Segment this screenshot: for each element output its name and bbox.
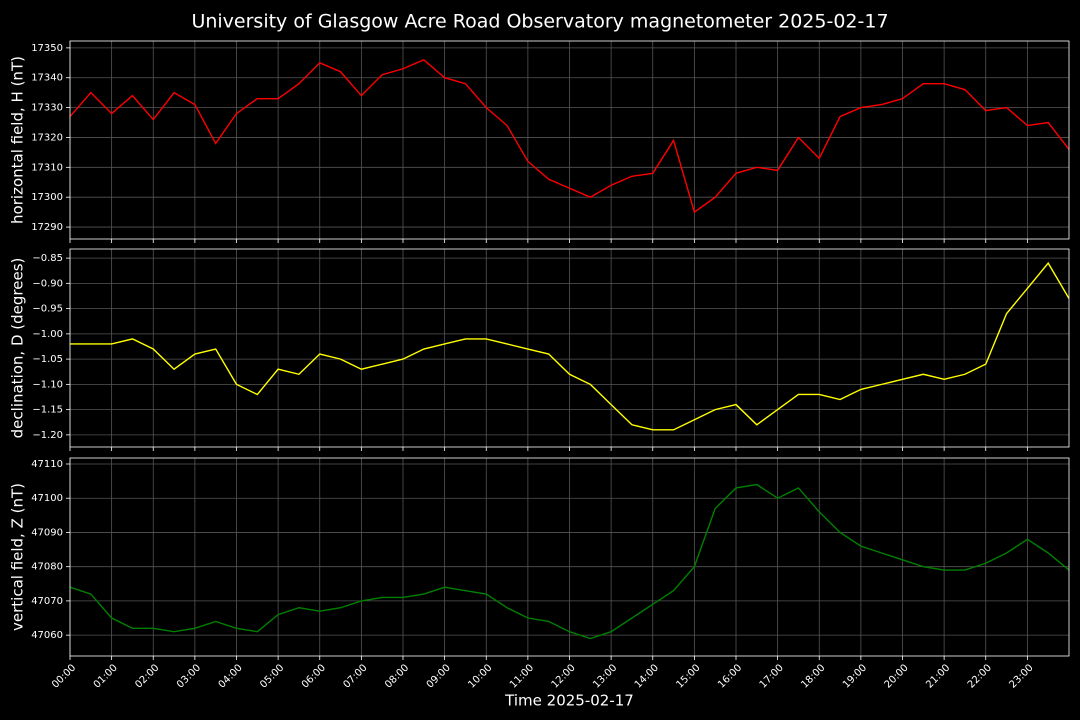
- x-tick-label: 02:00: [133, 662, 161, 690]
- y-tick-label: −0.95: [32, 304, 63, 315]
- x-tick-label: 23:00: [1007, 662, 1035, 690]
- x-tick-label: 01:00: [92, 662, 120, 690]
- x-tick-label: 18:00: [799, 662, 827, 690]
- y-axis-label: horizontal field, H (nT): [9, 56, 27, 224]
- x-tick-label: 03:00: [175, 662, 203, 690]
- y-tick-label: −0.90: [32, 278, 63, 289]
- x-tick-label: 11:00: [508, 662, 536, 690]
- x-tick-label: 00:00: [50, 662, 78, 690]
- data-line: [69, 58, 1070, 214]
- y-tick-label: 47080: [31, 562, 63, 573]
- x-tick-label: 05:00: [258, 662, 286, 690]
- x-tick-label: 21:00: [924, 662, 952, 690]
- y-tick-label: 47060: [31, 630, 63, 641]
- y-tick-label: 17320: [31, 132, 63, 143]
- y-axis-label: vertical field, Z (nT): [9, 483, 27, 631]
- y-tick-label: −1.10: [32, 379, 63, 390]
- x-axis-label: Time 2025-02-17: [504, 692, 634, 710]
- y-tick-label: −1.15: [32, 405, 63, 416]
- x-tick-label: 22:00: [966, 662, 994, 690]
- y-tick-label: 47100: [31, 493, 63, 504]
- x-tick-label: 19:00: [841, 662, 869, 690]
- y-tick-label: −1.05: [32, 354, 63, 365]
- x-tick-label: 09:00: [425, 662, 453, 690]
- x-tick-label: 16:00: [716, 662, 744, 690]
- x-tick-label: 17:00: [758, 662, 786, 690]
- x-tick-label: 10:00: [466, 662, 494, 690]
- x-tick-label: 07:00: [341, 662, 369, 690]
- x-tick-label: 12:00: [550, 662, 578, 690]
- y-tick-label: −1.20: [32, 430, 63, 441]
- x-tick-label: 08:00: [383, 662, 411, 690]
- y-tick-label: 47090: [31, 527, 63, 538]
- plot-frame: [69, 248, 1070, 448]
- x-tick-label: 13:00: [591, 662, 619, 690]
- data-line: [70, 261, 1070, 431]
- data-line: [69, 483, 1070, 640]
- figure-title: University of Glasgow Acre Road Observat…: [191, 11, 888, 33]
- y-axis-label: declination, D (degrees): [9, 258, 27, 439]
- plot-frame: [69, 40, 1070, 240]
- y-tick-label: 17310: [31, 162, 63, 173]
- y-tick-label: 17300: [31, 192, 63, 203]
- y-tick-label: −1.00: [32, 329, 63, 340]
- y-tick-label: 17350: [31, 43, 63, 54]
- x-tick-label: 06:00: [300, 662, 328, 690]
- y-tick-label: 47070: [31, 596, 63, 607]
- x-tick-label: 20:00: [883, 662, 911, 690]
- x-tick-label: 15:00: [674, 662, 702, 690]
- x-tick-label: 04:00: [217, 662, 245, 690]
- x-tick-label: 14:00: [633, 662, 661, 690]
- y-tick-label: 17290: [31, 222, 63, 233]
- y-tick-label: 17340: [31, 73, 63, 84]
- y-tick-label: 17330: [31, 103, 63, 114]
- y-tick-label: 47110: [31, 459, 63, 470]
- y-tick-label: −0.85: [32, 253, 63, 264]
- plot-frame: [69, 457, 1070, 657]
